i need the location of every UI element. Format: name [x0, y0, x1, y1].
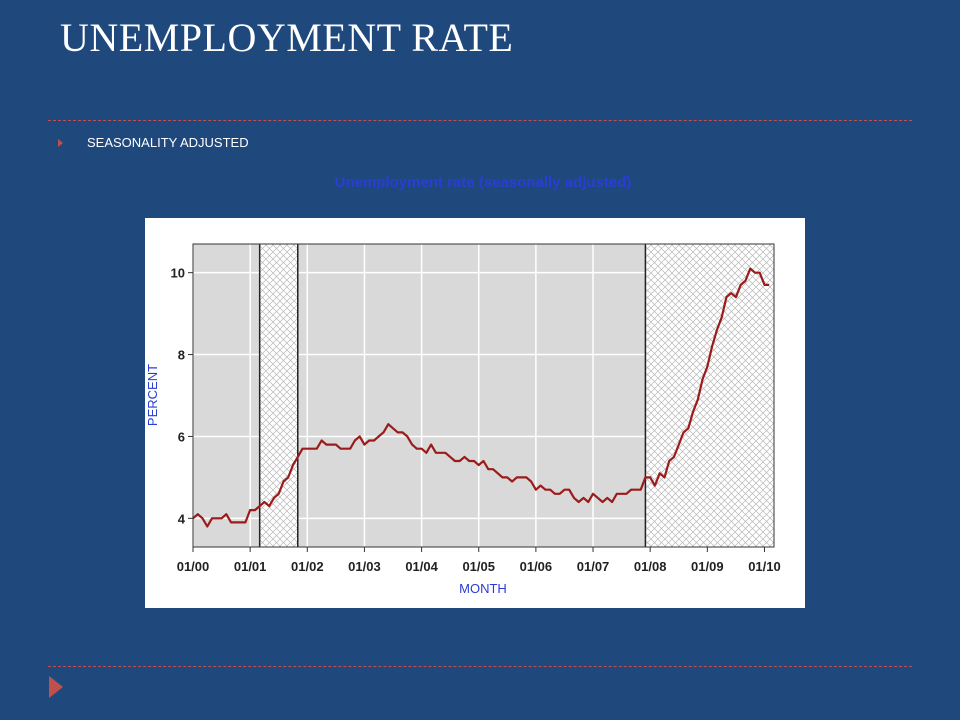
x-tick-label: 01/10 [748, 559, 781, 574]
x-tick-label: 01/07 [577, 559, 610, 574]
recession-band [645, 244, 774, 547]
bottom-divider [48, 666, 912, 667]
next-slide-arrow-icon[interactable] [49, 676, 63, 698]
top-divider [48, 120, 912, 121]
x-tick-label: 01/00 [177, 559, 210, 574]
slide-title: UNEMPLOYMENT RATE [60, 15, 514, 60]
y-axis-label: PERCENT [145, 364, 160, 426]
y-tick-label: 4 [178, 511, 186, 526]
x-tick-label: 01/06 [520, 559, 553, 574]
x-tick-label: 01/04 [405, 559, 438, 574]
unemployment-series-line [192, 267, 770, 528]
x-axis-label: MONTH [459, 581, 507, 596]
chart-title: Unemployment rate (seasonally adjusted) [335, 174, 632, 191]
x-tick-label: 01/09 [691, 559, 724, 574]
x-tick-label: 01/08 [634, 559, 667, 574]
y-tick-label: 6 [178, 429, 185, 444]
bullet-text: SEASONALITY ADJUSTED [87, 135, 249, 150]
plot-frame [192, 243, 775, 548]
x-tick-label: 01/03 [348, 559, 381, 574]
y-tick-label: 10 [171, 266, 185, 281]
bullet-item: SEASONALITY ADJUSTED [58, 135, 249, 150]
x-tick-label: 01/01 [234, 559, 267, 574]
recession-band [259, 244, 298, 547]
y-tick-label: 8 [178, 348, 185, 363]
x-tick-label: 01/02 [291, 559, 324, 574]
bullet-arrow-icon [58, 138, 63, 147]
x-tick-label: 01/05 [462, 559, 495, 574]
